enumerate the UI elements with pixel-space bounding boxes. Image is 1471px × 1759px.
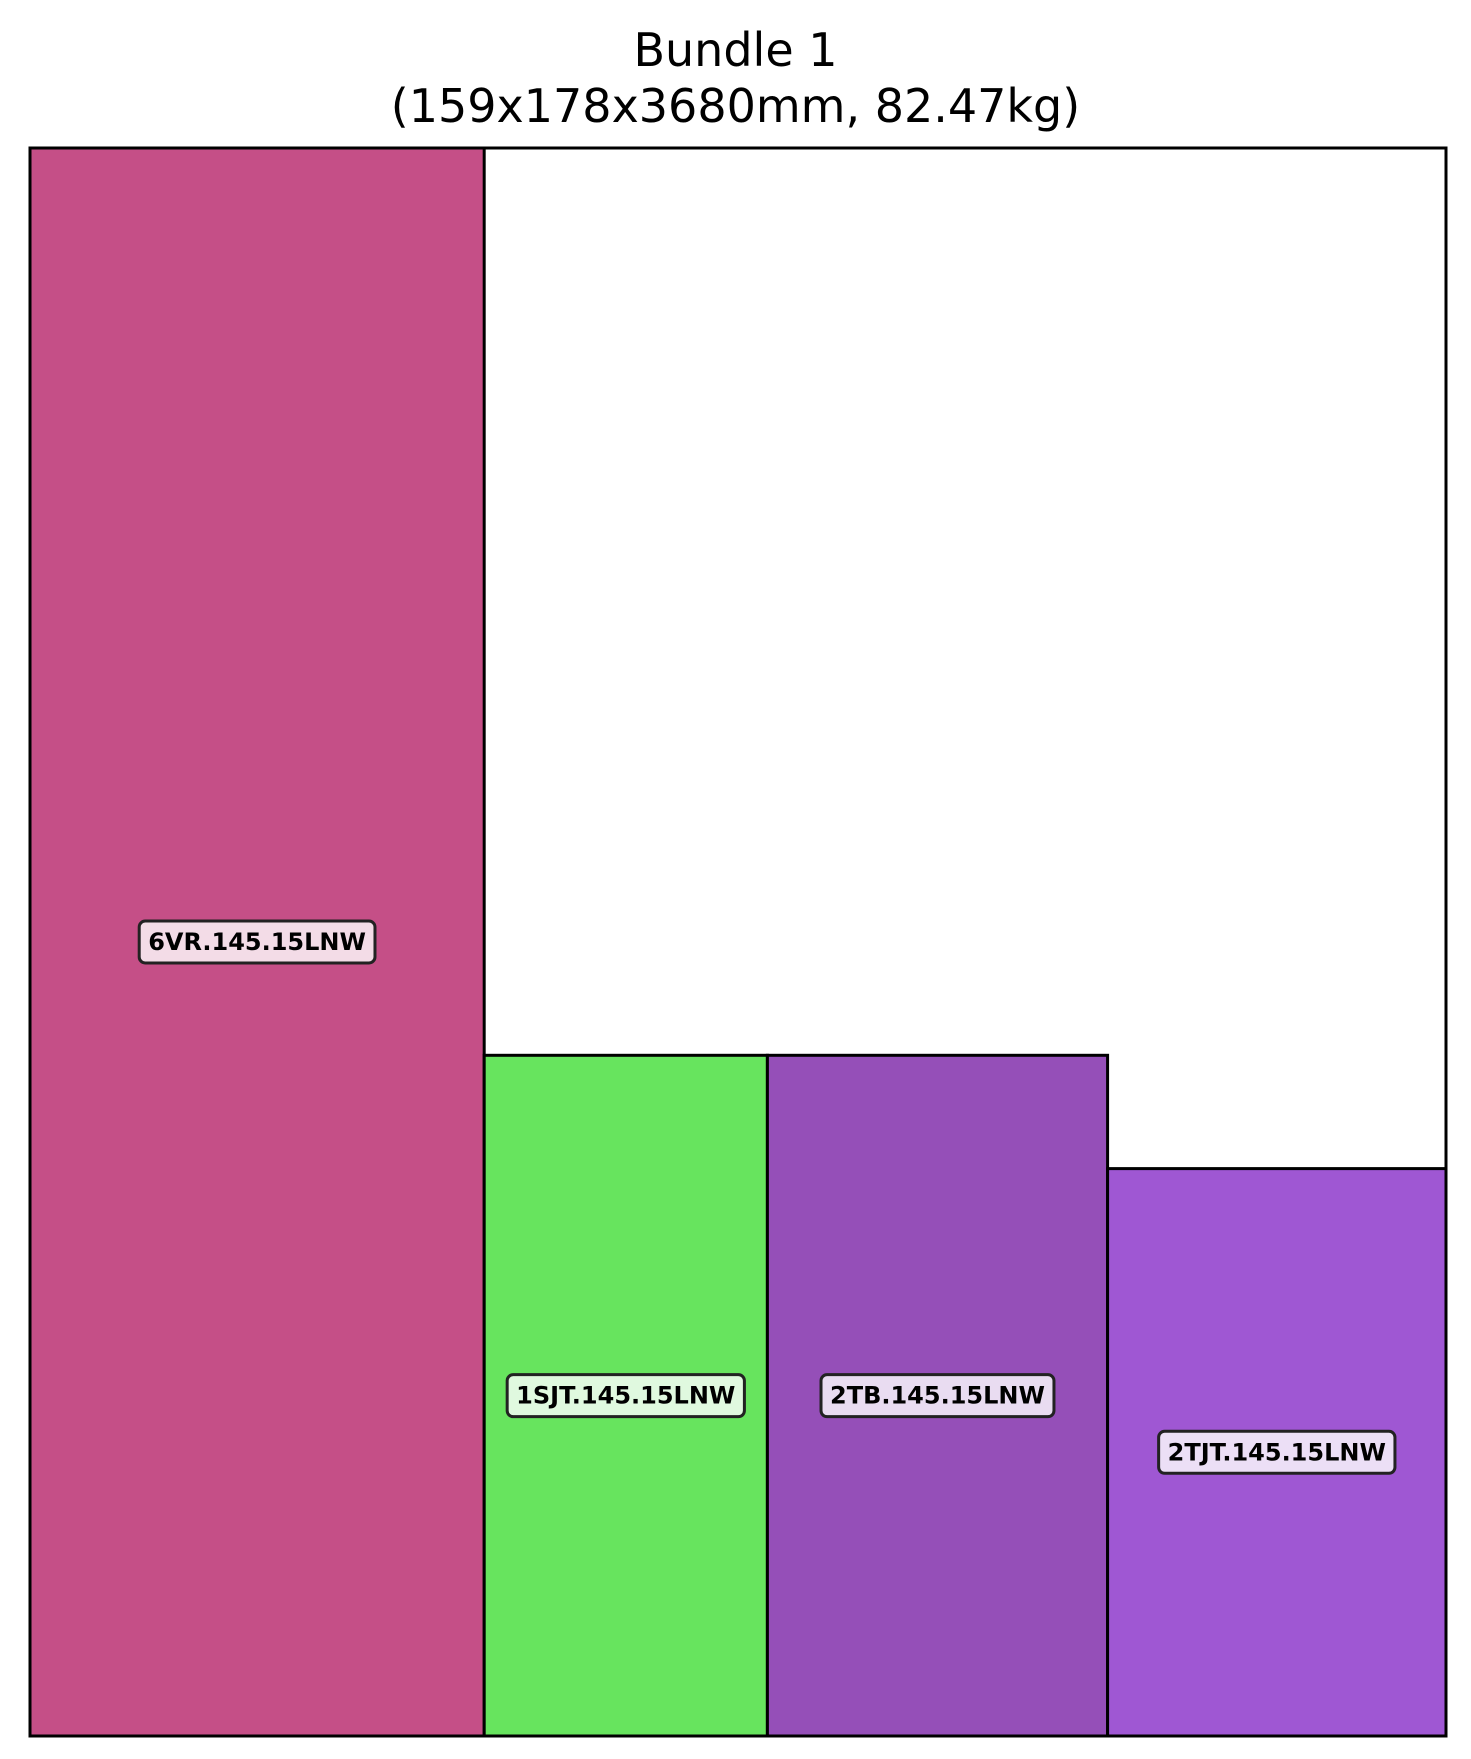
piece-label-box: [137, 919, 377, 965]
piece-label: 6VR.145.15LNW: [148, 928, 366, 956]
piece-label: 2TB.145.15LNW: [830, 1382, 1045, 1410]
piece-label: 2TJT.145.15LNW: [1168, 1438, 1386, 1466]
piece-label-box: [819, 1373, 1056, 1419]
piece-label-box: [505, 1373, 746, 1419]
chart-subtitle: (159x178x3680mm, 82.47kg): [390, 79, 1081, 133]
piece-label-box: [1157, 1429, 1397, 1475]
piece-label: 1SJT.145.15LNW: [516, 1382, 735, 1410]
chart-title: Bundle 1: [633, 23, 838, 77]
